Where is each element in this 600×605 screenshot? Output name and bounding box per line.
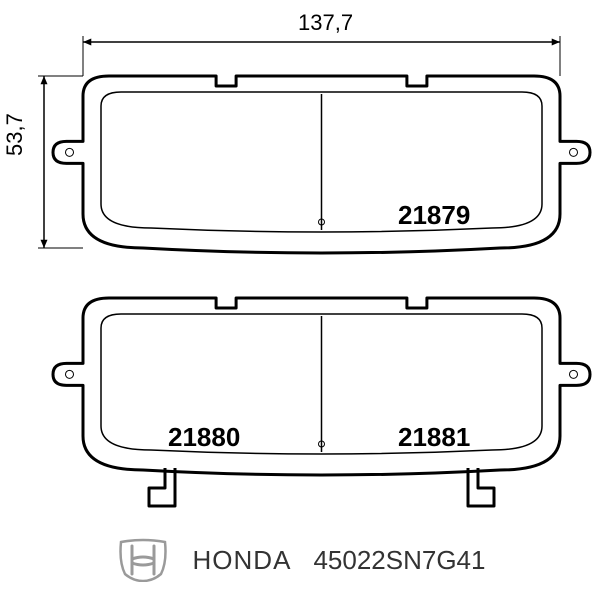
part-ref-top: 21879 — [398, 200, 470, 231]
brand-row: HONDA 45022SN7G41 — [0, 538, 600, 582]
diagram-canvas: 137,7 53,7 21879 21880 21881 — [0, 0, 600, 600]
honda-logo — [115, 538, 171, 582]
brand-name: HONDA — [193, 545, 292, 576]
dimension-height-label: 53,7 — [2, 113, 28, 156]
part-ref-bottom-left: 21880 — [168, 422, 240, 453]
part-ref-bottom-right: 21881 — [398, 422, 470, 453]
dimension-width-label: 137,7 — [298, 10, 353, 36]
brake-pad-drawing — [0, 0, 600, 600]
part-number: 45022SN7G41 — [313, 545, 485, 576]
